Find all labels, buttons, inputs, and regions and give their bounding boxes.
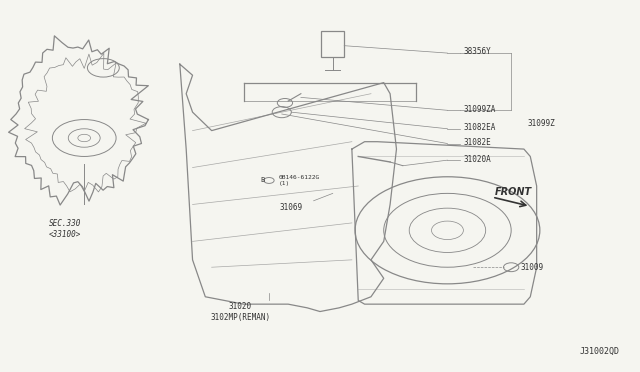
Text: 31099ZA: 31099ZA (463, 105, 496, 114)
Bar (321, 31, 344, 57)
Text: 31082EA: 31082EA (463, 123, 496, 132)
Text: 31069: 31069 (280, 203, 303, 212)
Text: J31002QD: J31002QD (579, 347, 620, 356)
Text: 31020A: 31020A (463, 155, 491, 164)
Text: 0B146-6122G
(1): 0B146-6122G (1) (278, 175, 320, 186)
Text: 31009: 31009 (521, 263, 544, 272)
Text: SEC.330
<33100>: SEC.330 <33100> (49, 219, 81, 238)
Text: FRONT: FRONT (495, 186, 532, 196)
Text: 31082E: 31082E (463, 138, 491, 147)
Text: B: B (260, 177, 265, 183)
Text: 38356Y: 38356Y (463, 47, 491, 56)
Text: 31099Z: 31099Z (527, 119, 555, 128)
Text: 31020
3102MP(REMAN): 31020 3102MP(REMAN) (211, 302, 271, 322)
